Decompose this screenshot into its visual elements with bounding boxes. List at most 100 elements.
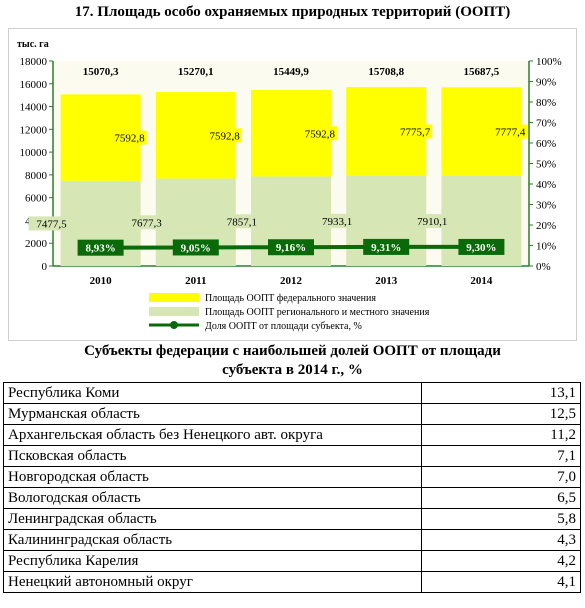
y2-tick-label: 90% — [536, 77, 556, 89]
regional-label-bg — [219, 214, 259, 229]
y-tick-label: 6000 — [25, 193, 48, 205]
x-tick-label: 2011 — [185, 275, 206, 287]
x-tick-label: 2010 — [90, 275, 113, 287]
share-label-bg — [458, 238, 505, 255]
ranking-table: Республика Коми 13,1 Мурманская область 12,… — [3, 382, 581, 593]
y2-tick-label: 50% — [536, 159, 556, 171]
chart-svg: тыс. га020004000600080001000012000140001… — [17, 39, 562, 332]
region-value-cell: 13,1 — [421, 382, 581, 404]
x-tick-label: 2014 — [470, 275, 493, 287]
table-row: Калининградская область 4,3 — [3, 529, 581, 551]
y-tick-label: 18000 — [20, 56, 48, 68]
federal-label-bg — [104, 130, 147, 145]
table-row: Новгородская область 7,0 — [3, 466, 581, 488]
region-value-cell: 7,0 — [421, 466, 581, 488]
region-name-cell: Ненецкий автономный округ — [3, 571, 422, 593]
share-value-label: 9,30% — [466, 242, 496, 254]
region-name-cell: Псковская область — [3, 445, 422, 467]
federal-value-label: 7775,7 — [400, 126, 431, 138]
y2-tick-label: 0% — [536, 261, 551, 273]
region-name-cell: Архангельская область без Ненецкого авт.… — [3, 424, 422, 446]
region-name-cell: Республика Карелия — [3, 550, 422, 572]
y2-tick-label: 40% — [536, 179, 556, 191]
region-value-cell: 4,1 — [421, 571, 581, 593]
federal-label-bg — [485, 124, 528, 139]
y2-tick-label: 100% — [536, 56, 562, 68]
federal-value-label: 7777,4 — [495, 127, 526, 139]
y2-tick-label: 60% — [536, 138, 556, 150]
y-unit-label: тыс. га — [17, 39, 49, 50]
chart-title: 17. Площадь особо охраняемых природных т… — [74, 4, 511, 20]
table-row: Вологодская область 6,5 — [3, 487, 581, 509]
federal-value-label: 7592,8 — [210, 130, 241, 142]
share-value-label: 9,05% — [181, 242, 211, 254]
x-tick-label: 2013 — [375, 275, 398, 287]
federal-value-label: 7592,8 — [305, 128, 336, 140]
y-tick-label: 8000 — [25, 170, 48, 182]
y-tick-label: 0 — [42, 261, 48, 273]
region-name-cell: Мурманская область — [3, 403, 422, 425]
federal-label-bg — [199, 128, 242, 143]
table-heading-line-1: Субъекты федерации с наибольшей долей ОО… — [84, 343, 501, 359]
region-value-cell: 4,2 — [421, 550, 581, 572]
regional-value-label: 7677,3 — [132, 217, 163, 229]
share-value-label: 8,93% — [85, 243, 115, 255]
legend-swatch — [149, 307, 199, 316]
region-name-cell: Ленинградская область — [3, 508, 422, 530]
y-tick-label: 12000 — [20, 124, 48, 136]
y2-tick-label: 20% — [536, 220, 556, 232]
share-label-bg — [268, 239, 314, 256]
regional-value-label: 7933,1 — [322, 216, 352, 228]
regional-value-label: 7910,1 — [417, 216, 447, 228]
y2-tick-label: 80% — [536, 97, 556, 109]
table-row: Республика Коми 13,1 — [3, 382, 581, 404]
region-name-cell: Республика Коми — [3, 382, 422, 404]
y2-tick-label: 10% — [536, 241, 556, 253]
y-tick-label: 14000 — [20, 102, 48, 114]
table-row: Ленинградская область 5,8 — [3, 508, 581, 530]
y-tick-label: 10000 — [20, 147, 48, 159]
regional-label-bg — [123, 215, 164, 230]
region-name-cell: Новгородская область — [3, 466, 422, 488]
total-label: 15070,3 — [83, 66, 119, 78]
share-label-bg — [363, 238, 410, 255]
region-name-cell: Вологодская область — [3, 487, 422, 509]
y2-tick-label: 70% — [536, 118, 556, 130]
federal-label-bg — [295, 126, 337, 141]
legend-swatch — [149, 293, 199, 302]
region-value-cell: 11,2 — [421, 424, 581, 446]
table-heading-line-2: субъекта в 2014 г., % — [222, 362, 363, 378]
region-value-cell: 6,5 — [421, 487, 581, 509]
region-name-cell: Калининградская область — [3, 529, 422, 551]
region-value-cell: 5,8 — [421, 508, 581, 530]
federal-value-label: 7592,8 — [114, 133, 145, 145]
legend-label: Площадь ООПТ федерального значения — [205, 293, 376, 304]
legend-label: Площадь ООПТ регионального и местного зн… — [205, 307, 430, 318]
table-row: Архангельская область без Ненецкого авт.… — [3, 424, 581, 446]
regional-value-label: 7477,5 — [36, 218, 67, 230]
total-label: 15687,5 — [464, 66, 500, 78]
total-label: 15708,8 — [368, 66, 404, 78]
table-row: Псковская область 7,1 — [3, 445, 581, 467]
table-heading: Субъекты федерации с наибольшей долей ОО… — [0, 342, 585, 380]
table-row: Ненецкий автономный округ 4,1 — [3, 571, 581, 593]
share-label-bg — [172, 239, 219, 256]
legend-label: Доля ООПТ от площади субъекта, % — [205, 321, 362, 332]
federal-label-bg — [390, 124, 433, 139]
x-tick-label: 2012 — [280, 275, 303, 287]
share-value-label: 9,16% — [276, 242, 306, 254]
regional-label-bg — [314, 213, 355, 228]
y-tick-label: 2000 — [25, 238, 48, 250]
y-tick-label: 16000 — [20, 79, 48, 91]
regional-value-label: 7857,1 — [227, 216, 257, 228]
share-value-label: 9,31% — [371, 242, 401, 254]
regional-label-bg — [28, 216, 69, 231]
region-value-cell: 7,1 — [421, 445, 581, 467]
total-label: 15270,1 — [178, 66, 214, 78]
table-row: Мурманская область 12,5 — [3, 403, 581, 425]
region-value-cell: 12,5 — [421, 403, 581, 425]
y2-tick-label: 30% — [536, 200, 556, 212]
region-value-cell: 4,3 — [421, 529, 581, 551]
chart-area: тыс. га020004000600080001000012000140001… — [8, 28, 577, 341]
table-row: Республика Карелия 4,2 — [3, 550, 581, 572]
